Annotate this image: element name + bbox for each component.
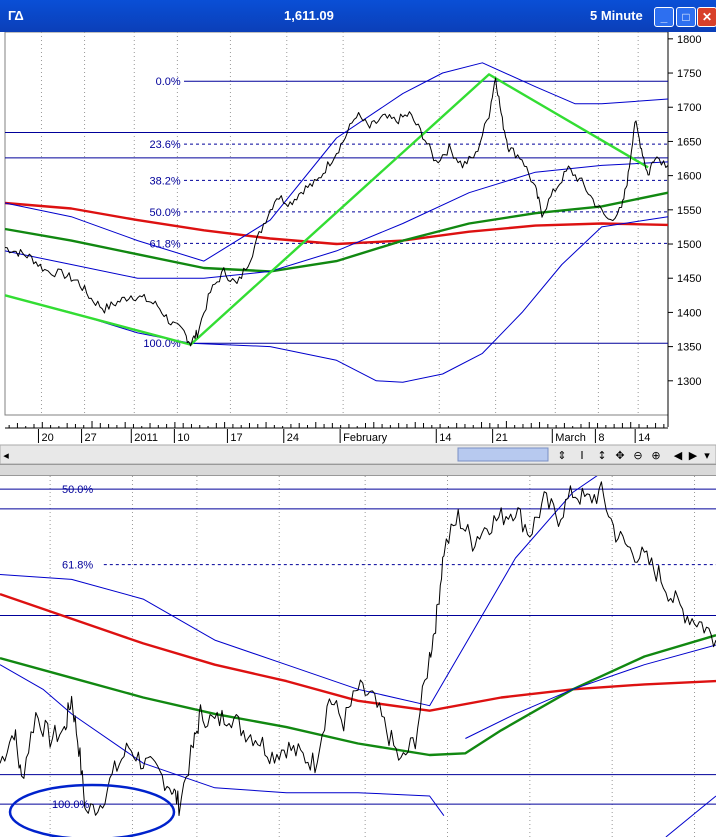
x-tick-label: February [343, 432, 388, 444]
y-tick-label: 1500 [677, 239, 701, 251]
x-tick-label: 20 [41, 432, 53, 444]
zoom-out-icon[interactable]: ⊖ [633, 449, 642, 462]
trend-line [4, 73, 649, 346]
interval-label: 5 Minute [590, 8, 643, 23]
x-tick-label: 2011 [134, 432, 158, 444]
fib-level-label: 50.0% [149, 207, 180, 219]
x-tick-label: 14 [439, 432, 451, 444]
bollinger-band-line [0, 664, 445, 816]
fib-level-label: 61.8% [149, 238, 180, 250]
y-tick-label: 1800 [677, 34, 701, 46]
fib-level-label: 100.0% [143, 338, 181, 350]
crosshair-icon[interactable]: ✥ [615, 449, 624, 462]
arrow-left-icon[interactable]: ◀ [674, 449, 683, 462]
y-tick-label: 1700 [677, 102, 701, 114]
y-tick-label: 1650 [677, 136, 701, 148]
bollinger-band-line [4, 161, 669, 279]
zoom-chart-background [0, 476, 716, 837]
horizontal-scrollbar[interactable] [0, 444, 716, 464]
close-button[interactable]: ✕ [697, 7, 716, 27]
x-tick-label: 21 [496, 432, 508, 444]
bollinger-band-line [4, 62, 669, 262]
y-tick-label: 1600 [677, 171, 701, 183]
fib-level-label: 100.0% [52, 799, 90, 811]
minimize-button[interactable]: _ [654, 7, 674, 27]
price-line [0, 481, 716, 816]
y-tick-label: 1350 [677, 342, 701, 354]
text-cursor-icon[interactable]: I [580, 449, 583, 462]
y-tick-label: 1750 [677, 68, 701, 80]
x-tick-label: 27 [85, 432, 97, 444]
last-price: 1,611.09 [284, 8, 334, 23]
ma-green-line [4, 191, 669, 273]
main-price-chart[interactable]: 20 27 2011 10 17 24 February 14 21 March 8 14 1800 17… [0, 32, 716, 464]
highlight-ellipse [8, 783, 176, 837]
y-tick-label: 1400 [677, 307, 701, 319]
fib-level-label: 38.2% [149, 175, 180, 187]
scroll-left-icon[interactable]: ◂ [3, 449, 9, 462]
arrow-down-icon[interactable]: ▾ [704, 449, 710, 462]
panel-divider[interactable] [0, 464, 716, 476]
y-tick-label: 1550 [677, 205, 701, 217]
fib-level-label: 50.0% [62, 484, 93, 496]
zoom-in-icon[interactable]: ⊕ [651, 449, 660, 462]
ma-red-line [0, 592, 716, 712]
bollinger-band-line [465, 644, 716, 739]
maximize-button[interactable]: □ [676, 7, 696, 27]
y-tick-label: 1450 [677, 273, 701, 285]
arrow-right-icon[interactable]: ▶ [689, 449, 698, 462]
zoom-price-chart[interactable]: 50.0% 61.8% 100.0% [0, 476, 716, 837]
ma-green-line [0, 634, 716, 757]
scrollbar-thumb[interactable] [457, 447, 549, 462]
x-tick-label: 10 [177, 432, 189, 444]
x-tick-label: 24 [287, 432, 299, 444]
price-line [4, 77, 669, 347]
y-tick-label: 1300 [677, 376, 701, 388]
ma-red-line [4, 201, 669, 246]
fib-level-label: 23.6% [149, 139, 180, 151]
fib-level-label: 0.0% [156, 76, 181, 88]
title-bar: ΓΔ 1,611.09 5 Minute _ □ ✕ [0, 0, 716, 32]
x-tick-label: 8 [598, 432, 604, 444]
symbol-label: ΓΔ [8, 8, 24, 23]
bollinger-band-line [4, 216, 669, 383]
x-tick-label: 17 [230, 432, 242, 444]
bollinger-band-line [665, 795, 716, 837]
move-vertical-icon[interactable]: ↕ [597, 449, 606, 462]
link-icon[interactable]: ⇕ [557, 449, 566, 462]
fib-level-label: 61.8% [62, 560, 93, 572]
x-tick-label: 14 [638, 432, 650, 444]
x-tick-label: March [555, 432, 586, 444]
